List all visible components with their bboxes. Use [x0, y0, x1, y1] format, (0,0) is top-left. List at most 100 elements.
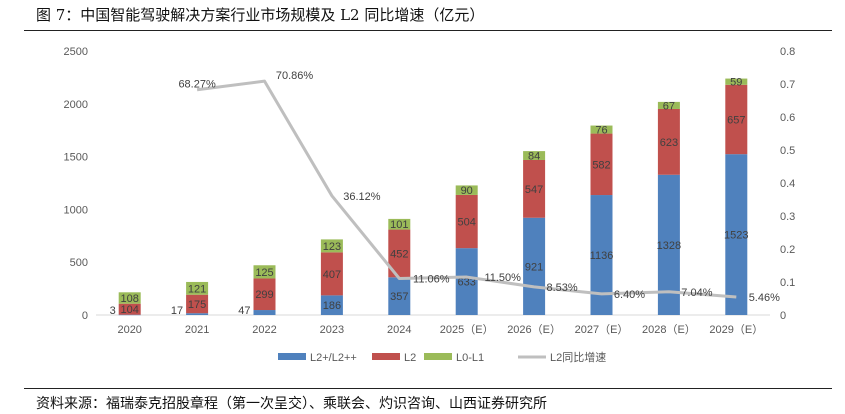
bar-data-label: 108 [121, 293, 139, 305]
bar-data-label: 101 [390, 219, 408, 231]
bar-data-label: 3 [110, 305, 116, 317]
bar-l2-l2- [388, 277, 411, 315]
bar-data-label: 1523 [724, 230, 748, 242]
bar-data-label: 921 [525, 261, 543, 273]
y-tick-label: 500 [70, 257, 88, 269]
x-tick-label: 2021 [185, 324, 209, 336]
legend-label: L2+/L2++ [310, 352, 357, 364]
bar-l2-l2- [320, 295, 343, 315]
y2-tick-label: 0 [780, 310, 786, 322]
bar-data-label: 67 [663, 100, 675, 112]
growth-data-label: 11.50% [484, 272, 521, 284]
growth-data-label: 7.04% [681, 287, 712, 299]
bar-data-label: 125 [255, 267, 273, 279]
y-tick-label: 2500 [64, 46, 88, 58]
bar-data-label: 407 [323, 269, 341, 281]
bar-l0-l1 [118, 292, 141, 304]
bar-data-label: 504 [458, 217, 476, 229]
bar-l2 [186, 294, 209, 314]
growth-data-label: 11.06% [413, 274, 450, 286]
x-tick-label: 2027（E） [575, 323, 629, 336]
y-tick-label: 0 [82, 310, 88, 322]
x-tick-label: 2024 [387, 324, 411, 336]
y2-tick-label: 0.5 [780, 145, 795, 157]
growth-data-label: 5.46% [749, 292, 780, 304]
y2-tick-label: 0.4 [780, 178, 795, 190]
x-tick-label: 2026（E） [507, 323, 561, 336]
bar-l2 [118, 303, 141, 315]
growth-data-label: 8.53% [546, 282, 577, 294]
bar-data-label: 121 [188, 283, 206, 295]
x-tick-label: 2025（E） [440, 323, 494, 336]
bar-l2 [455, 194, 478, 249]
bar-l2 [320, 252, 343, 296]
bar-l2 [657, 108, 680, 175]
y2-tick-label: 0.2 [780, 244, 795, 256]
chart: 0 500 1000 1500 2000 2500 0 0.1 0.2 0.3 0.4 0.5 0.6 0… [64, 46, 796, 364]
bar-data-label: 84 [528, 151, 540, 163]
bar-l2 [590, 133, 613, 196]
legend-label: L0-L1 [456, 352, 484, 364]
legend-swatch [372, 353, 400, 360]
bar-l2 [725, 84, 748, 155]
y2-tick-label: 0.7 [780, 79, 795, 91]
growth-data-label: 70.86% [276, 70, 314, 82]
bar-l0-l1 [523, 151, 546, 160]
legend-swatch [424, 353, 452, 360]
bar-l0-l1 [186, 281, 209, 295]
bar-l2-l2- [523, 217, 546, 315]
x-tick-label: 2029（E） [709, 323, 763, 336]
bar-data-label: 1328 [657, 240, 681, 252]
bar-data-label: 299 [255, 289, 273, 301]
bar-data-label: 623 [660, 137, 678, 149]
bar-l2-l2- [455, 248, 478, 315]
bar-data-label: 657 [727, 114, 745, 126]
bar-l2-l2- [118, 314, 141, 316]
bar-data-label: 582 [592, 159, 610, 171]
bottom-rule [24, 388, 832, 389]
bar-data-label: 186 [323, 300, 341, 312]
x-tick-label: 2020 [117, 324, 141, 336]
bar-l0-l1 [725, 78, 748, 85]
bar-l0-l1 [253, 265, 276, 279]
y-tick-label: 2000 [64, 99, 88, 111]
bar-l0-l1 [657, 101, 680, 109]
y-tick-label: 1000 [64, 204, 88, 216]
bar-l0-l1 [388, 218, 411, 230]
bar-l2 [253, 278, 276, 311]
y2-tick-label: 0.8 [780, 46, 795, 58]
bar-data-label: 633 [458, 277, 476, 289]
legend-label: L2 [404, 352, 416, 364]
bar-data-label: 59 [730, 77, 742, 89]
source-note: 资料来源：福瑞泰克招股章程（第一次呈交）、乘联会、灼识咨询、山西证券研究所 [36, 396, 547, 412]
bar-data-label: 547 [525, 184, 543, 196]
bar-data-label: 76 [595, 125, 607, 137]
bar-data-label: 47 [238, 305, 250, 317]
bar-data-label: 452 [390, 248, 408, 260]
y-tick-label: 1500 [64, 152, 88, 164]
bar-data-label: 90 [461, 185, 473, 197]
legend-label: L2同比增速 [550, 350, 606, 364]
bar-l2 [523, 159, 546, 218]
top-rule [24, 30, 832, 31]
y2-tick-label: 0.1 [780, 277, 795, 289]
bar-l0-l1 [455, 185, 478, 195]
bar-data-label: 123 [323, 241, 341, 253]
x-tick-label: 2028（E） [642, 323, 696, 336]
bar-l2-l2- [657, 174, 680, 315]
bar-data-label: 17 [171, 305, 183, 317]
y2-tick-label: 0.3 [780, 211, 795, 223]
bar-l2 [388, 229, 411, 278]
growth-data-label: 68.27% [178, 79, 216, 91]
bar-l0-l1 [320, 239, 343, 253]
legend-swatch [278, 353, 306, 360]
bar-data-label: 104 [121, 304, 139, 316]
growth-data-label: 6.40% [614, 289, 645, 301]
growth-line [196, 79, 737, 299]
bar-l0-l1 [590, 125, 613, 134]
bar-l2-l2- [253, 310, 276, 315]
bar-data-label: 175 [188, 299, 206, 311]
bar-l2-l2- [725, 154, 748, 315]
bar-l2-l2- [186, 313, 209, 315]
growth-data-label: 36.12% [343, 191, 381, 203]
